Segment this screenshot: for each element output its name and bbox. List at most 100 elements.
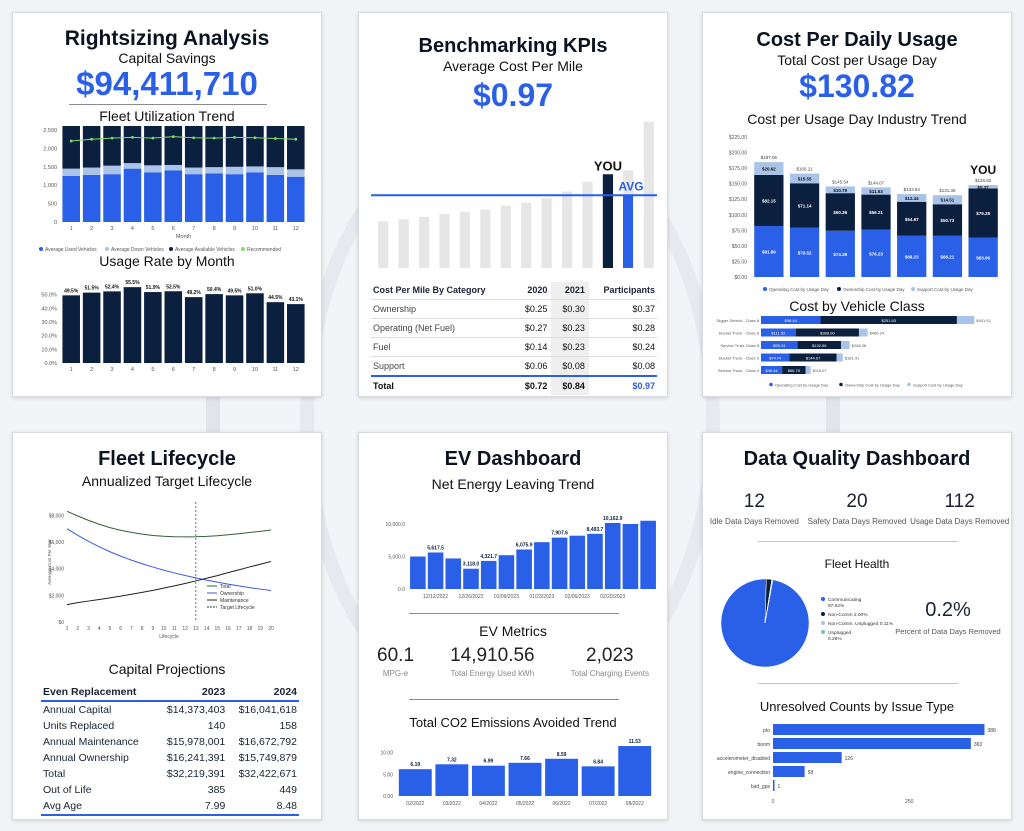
y-tick-label: $0.00 — [734, 275, 747, 281]
legend-label: Ownership Cost by Usage Day — [845, 383, 900, 388]
bar-segment — [62, 168, 80, 176]
x-tick-label: 14 — [204, 626, 210, 632]
data-label: $20.62 — [762, 167, 776, 172]
bar-segment — [761, 316, 821, 324]
x-tick-label: 4 — [131, 226, 134, 232]
data-label: $208.38 — [852, 343, 867, 348]
dq-stat: 112 Usage Data Days Removed — [910, 491, 1010, 526]
x-tick-label: 20 — [268, 626, 274, 632]
x-tick-label: 17 — [236, 626, 242, 632]
y-tick-label: pto — [763, 728, 770, 734]
bar — [498, 555, 515, 589]
table-total-row: Total $0.72 $0.84 $0.97 — [371, 375, 657, 395]
panel-title: Data Quality Dashboard — [743, 448, 971, 470]
data-label: 49.5% — [64, 288, 79, 294]
series-line — [66, 560, 272, 606]
x-tick-label: 03/2022 — [443, 801, 461, 807]
legend-label: Average Down Vehicles — [111, 247, 164, 253]
data-label: 58 — [808, 770, 814, 776]
table-row: Out of Life 385 449 — [41, 782, 299, 798]
y-tick-label: Service Truck - Class 4 — [718, 368, 760, 373]
data-label: 6.19 — [410, 762, 420, 768]
net-energy-title: Net Energy Leaving Trend — [431, 476, 595, 492]
you-label: YOU — [594, 158, 622, 173]
legend-swatch — [763, 287, 767, 291]
bar — [471, 765, 505, 796]
data-label: $144.67 — [806, 356, 821, 361]
bar-segment — [225, 174, 244, 222]
cost-per-mile-table: Cost Per Mile By Category 2020 2021 Part… — [371, 282, 657, 395]
y-tick-label: $75.00 — [732, 228, 748, 234]
bar-segment — [205, 126, 223, 168]
y-tick-label: $100.00 — [729, 213, 747, 219]
bar — [773, 780, 775, 791]
usage-rate-title: Usage Rate by Month — [99, 253, 235, 269]
bar-segment — [164, 126, 183, 165]
x-tick-label: 8 — [213, 226, 216, 232]
bar-segment — [82, 167, 101, 175]
benchmark-chart: YOU AVG — [371, 121, 657, 268]
divider — [69, 104, 267, 105]
table-cell: $16,241,391 — [166, 752, 226, 764]
metric-value: 60.1 — [377, 645, 415, 666]
panel-title: Rightsizing Analysis — [64, 27, 270, 50]
table-cell: $0.28 — [632, 322, 655, 333]
stat-value: 20 — [846, 491, 868, 512]
x-tick-label: 01/09/2023 — [494, 594, 519, 600]
bar — [640, 520, 656, 589]
legend-label: Ownership Cost by Usage Day — [843, 287, 905, 292]
data-label: 51.9% — [146, 285, 161, 291]
table-header: 2020 — [527, 285, 548, 296]
recommended-point — [90, 137, 94, 141]
vehicle-class-title: Cost by Vehicle Class — [789, 298, 925, 314]
x-tick-label: 9 — [233, 226, 236, 232]
bar — [622, 524, 639, 589]
y-tick-label: 2,000 — [43, 146, 57, 152]
table-cell: Support — [373, 360, 405, 371]
data-label: $12.44 — [905, 196, 919, 201]
x-tick-label: 11 — [273, 226, 279, 232]
data-label: 8.59 — [557, 752, 567, 758]
y-tick-label: $8,000 — [49, 513, 65, 519]
legend-swatch — [105, 247, 109, 251]
table-row: Annual Maintenance $15,978,001 $16,672,792 — [41, 734, 299, 750]
pct-removed-value: 0.2% — [925, 599, 971, 621]
legend-label: 0.26% — [828, 636, 842, 642]
recommended-line — [71, 136, 296, 142]
y-tick-label: 20.0% — [41, 334, 57, 340]
table-cell: $15,749,879 — [238, 752, 297, 764]
legend-swatch — [241, 247, 245, 251]
x-tick-label: 250 — [905, 799, 914, 805]
legend-label: Total — [220, 584, 231, 590]
bar — [582, 181, 593, 268]
bar-segment — [103, 174, 121, 222]
bar-segment — [861, 194, 891, 230]
bar — [561, 191, 573, 268]
bar-segment — [897, 194, 927, 202]
data-label: $76.23 — [869, 251, 883, 256]
y-tick-label: $225.00 — [729, 135, 747, 141]
x-tick-label: 18 — [247, 626, 253, 632]
data-label: 6,075.9 — [516, 543, 533, 549]
cost-usage-trend-chart: $0.00 $25.00 $50.00 $75.00 $100.00 $125.00 $15… — [729, 135, 998, 292]
data-label: $5.37 — [978, 185, 990, 190]
recommended-point — [69, 139, 73, 143]
y-tick-label: accelerometer_disabled — [717, 756, 770, 762]
legend-label: Recommended — [247, 247, 281, 253]
bar-segment — [932, 204, 963, 236]
y-tick-label: 10.00 — [380, 751, 393, 757]
bar-segment — [825, 230, 855, 277]
y-tick-label: boom — [757, 742, 770, 748]
y-tick-label: $6,000 — [49, 540, 65, 546]
bar-segment — [861, 187, 891, 195]
x-tick-label: 7 — [192, 367, 195, 373]
data-label: $66.75 — [788, 368, 801, 373]
metric-label: MPG-e — [382, 669, 409, 678]
data-label: 7.66 — [520, 756, 530, 762]
data-label: $10.79 — [833, 188, 847, 193]
table-cell: $0.06 — [524, 360, 548, 371]
data-label: $95.24 — [773, 343, 786, 348]
recommended-point — [171, 135, 175, 139]
